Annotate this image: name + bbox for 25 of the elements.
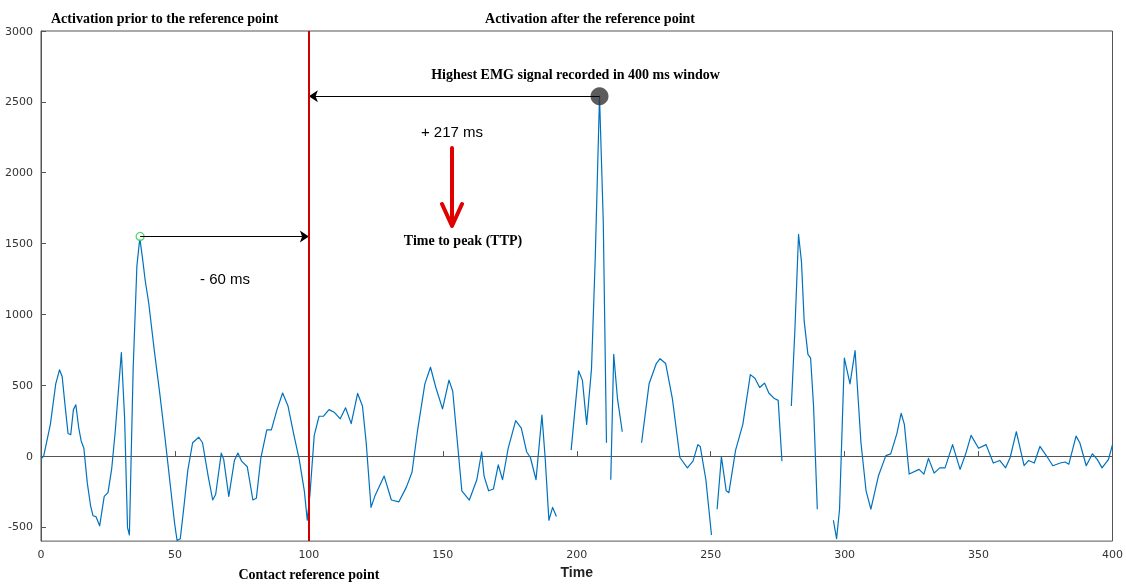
x-tick-label: 300 bbox=[834, 548, 856, 562]
x-tick-label: 400 bbox=[1102, 548, 1123, 562]
y-tick-label: 2000 bbox=[5, 166, 33, 180]
text: Activation after the reference point bbox=[485, 10, 696, 26]
y-tick-label: 2500 bbox=[5, 95, 33, 109]
y-tick-label: 500 bbox=[12, 378, 33, 392]
x-tick-label: 150 bbox=[432, 548, 454, 562]
y-tick-label: 1000 bbox=[5, 307, 33, 321]
x-axis-title: Time bbox=[560, 564, 594, 580]
text: Activation prior to the reference point bbox=[51, 10, 279, 26]
annotation: - 60 ms bbox=[199, 269, 251, 287]
ref-line-label: Contact reference point bbox=[238, 566, 380, 582]
y-tick-label: -500 bbox=[8, 520, 33, 534]
annotation: Time to peak (TTP) bbox=[403, 232, 523, 249]
y-tick-label: 3000 bbox=[5, 24, 33, 38]
y-tick-label: 0 bbox=[26, 449, 33, 463]
x-tick-label: 0 bbox=[37, 548, 45, 562]
x-tick-label: 250 bbox=[700, 548, 722, 562]
x-tick-label: 100 bbox=[298, 548, 320, 562]
x-tick-label: 350 bbox=[968, 548, 990, 562]
x-tick-label: 50 bbox=[167, 548, 182, 562]
annotation: + 217 ms bbox=[420, 122, 484, 140]
annotation: Highest EMG signal recorded in 400 ms window bbox=[431, 66, 721, 82]
y-tick-label: 1500 bbox=[5, 237, 33, 251]
x-tick-label: 200 bbox=[566, 548, 588, 562]
